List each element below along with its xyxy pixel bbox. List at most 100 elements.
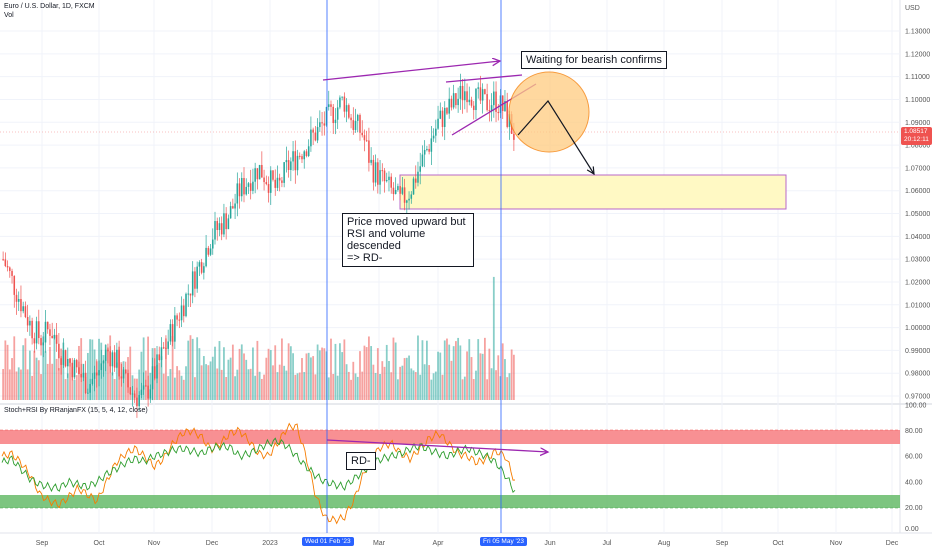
volume-bar bbox=[278, 364, 281, 400]
volume-bar bbox=[220, 369, 223, 400]
volume-bar bbox=[252, 347, 254, 400]
volume-bar bbox=[292, 353, 294, 400]
candle-body bbox=[439, 110, 442, 119]
volume-bar bbox=[359, 351, 361, 400]
volume-bar bbox=[229, 357, 232, 400]
volume-bar bbox=[450, 360, 453, 400]
divergence-note-line-3: => RD- bbox=[347, 252, 383, 264]
volume-bar bbox=[385, 344, 388, 400]
price-tick-label: 1.06000 bbox=[905, 188, 930, 195]
candle-body bbox=[497, 111, 500, 114]
volume-bar bbox=[283, 365, 286, 400]
volume-bar bbox=[472, 379, 475, 400]
candle-body bbox=[178, 319, 181, 321]
candle-body bbox=[490, 105, 493, 112]
candle-body bbox=[493, 91, 495, 106]
candle-body bbox=[31, 320, 33, 339]
volume-bar bbox=[113, 379, 116, 400]
overbought-band bbox=[0, 430, 900, 444]
volume-bar bbox=[361, 371, 364, 400]
candle-body bbox=[160, 347, 163, 361]
candle-body bbox=[435, 128, 437, 136]
candle-body bbox=[298, 155, 301, 157]
volume-bar bbox=[408, 355, 410, 400]
price-tick-label: 1.04000 bbox=[905, 234, 930, 241]
volume-bar bbox=[171, 336, 174, 400]
volume-bar bbox=[238, 348, 241, 400]
candle-body bbox=[254, 168, 256, 182]
volume-bar bbox=[370, 346, 373, 400]
candle-body bbox=[301, 156, 303, 160]
volume-bar bbox=[448, 344, 451, 400]
volume-bar bbox=[399, 366, 402, 400]
candle-body bbox=[207, 247, 210, 255]
volume-bar bbox=[345, 364, 348, 400]
volume-bar bbox=[426, 340, 428, 400]
volume-bar bbox=[202, 356, 205, 400]
candle-body bbox=[412, 178, 415, 195]
candle-body bbox=[274, 179, 277, 188]
candle-body bbox=[385, 180, 388, 182]
indicator-tick-label: 100.00 bbox=[905, 403, 927, 410]
volume-bar bbox=[17, 367, 20, 400]
volume-bar bbox=[350, 379, 352, 400]
candle-body bbox=[479, 87, 482, 101]
volume-bar bbox=[512, 354, 515, 400]
candle-body bbox=[174, 315, 176, 342]
volume-bar bbox=[82, 363, 85, 400]
volume-bar bbox=[310, 357, 312, 400]
candle-body bbox=[165, 347, 167, 349]
countdown-value: 20:12:11 bbox=[904, 136, 929, 143]
candle-body bbox=[327, 104, 330, 107]
volume-bar bbox=[466, 351, 468, 400]
volume-bar bbox=[51, 363, 54, 400]
candle-body bbox=[20, 298, 22, 312]
candle-body bbox=[381, 170, 384, 172]
volume-bar bbox=[267, 348, 270, 400]
candle-body bbox=[129, 387, 132, 395]
price-candles bbox=[2, 73, 515, 418]
volume-bar bbox=[249, 368, 252, 400]
indicator-title: Stoch+RSI By RRanjanFX (15, 5, 4, 12, cl… bbox=[4, 407, 148, 414]
stoch-line bbox=[1, 422, 516, 525]
candle-body bbox=[437, 118, 439, 129]
candle-body bbox=[258, 164, 261, 180]
volume-bar bbox=[455, 341, 457, 400]
candle-body bbox=[2, 259, 4, 261]
candle-body bbox=[211, 239, 214, 249]
time-tick-label: Oct bbox=[94, 540, 105, 547]
volume-bar bbox=[486, 379, 489, 400]
candle-body bbox=[397, 186, 399, 191]
volume-bar bbox=[381, 361, 384, 400]
volume-bar bbox=[490, 368, 493, 400]
volume-bar bbox=[443, 340, 446, 400]
indicator-tick-label: 20.00 bbox=[905, 505, 923, 512]
candle-body bbox=[169, 324, 172, 342]
candle-body bbox=[368, 140, 370, 163]
candle-body bbox=[281, 180, 283, 183]
candle-body bbox=[218, 223, 221, 231]
candle-body bbox=[459, 85, 462, 99]
candle-body bbox=[261, 164, 263, 178]
volume-bar bbox=[260, 378, 263, 400]
volume-bar bbox=[303, 372, 306, 400]
candle-body bbox=[352, 120, 355, 130]
volume-bar bbox=[42, 336, 45, 400]
candle-body bbox=[149, 389, 152, 399]
volume-bar bbox=[365, 347, 368, 400]
volume-bar bbox=[289, 346, 292, 400]
volume-bar bbox=[392, 337, 395, 400]
volume-bar bbox=[356, 376, 359, 400]
candle-body bbox=[100, 363, 103, 371]
volume-bar bbox=[379, 373, 381, 400]
volume-bar bbox=[314, 374, 317, 400]
volume-bar bbox=[287, 343, 290, 400]
volume-bar bbox=[439, 352, 442, 400]
last-price-value: 1.08517 bbox=[904, 128, 928, 135]
volume-bar bbox=[405, 357, 408, 400]
volume-bar bbox=[256, 340, 259, 400]
candle-body bbox=[252, 181, 254, 191]
candle-body bbox=[450, 98, 453, 108]
volume-bar bbox=[459, 345, 462, 400]
volume-bar bbox=[417, 335, 419, 400]
